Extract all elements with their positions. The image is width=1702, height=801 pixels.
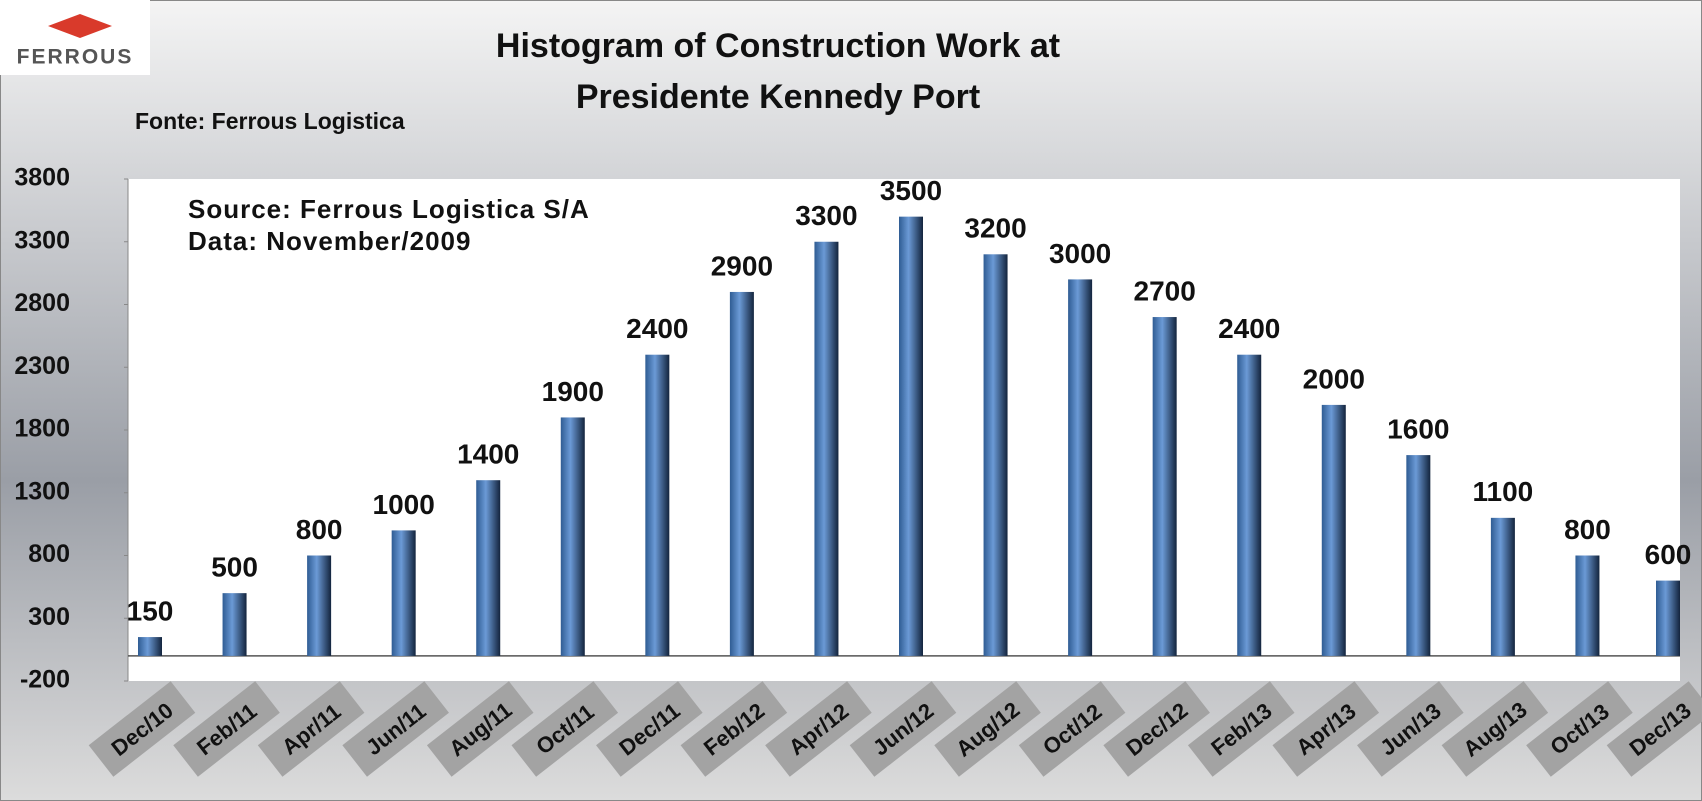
y-tick-label: 1300 — [14, 477, 70, 505]
data-label: 3200 — [964, 213, 1026, 244]
data-label: 500 — [211, 552, 258, 583]
bar — [1321, 404, 1346, 656]
data-label: 1400 — [457, 439, 519, 470]
x-tick: Feb/13 — [1187, 681, 1295, 777]
data-label: 150 — [127, 595, 174, 626]
bar — [645, 354, 670, 656]
y-tick-label: 800 — [28, 540, 70, 568]
chart-title: Histogram of Construction Work at — [496, 27, 1060, 65]
x-tick-box — [1103, 681, 1210, 777]
annotation: Source: Ferrous Logistica S/A — [188, 194, 590, 224]
bar — [1152, 317, 1177, 656]
x-tick-box — [88, 681, 196, 777]
y-tick-label: 3800 — [14, 164, 70, 192]
x-tick-box — [765, 681, 872, 777]
logo-box — [0, 0, 150, 75]
y-tick-label: -200 — [20, 666, 70, 694]
bar — [814, 241, 839, 656]
x-tick-box — [1272, 681, 1380, 777]
y-tick-label: 1800 — [14, 415, 70, 443]
bar — [729, 291, 754, 656]
x-tick-box — [1526, 681, 1633, 777]
bar — [1490, 517, 1515, 656]
x-tick-box — [596, 681, 703, 777]
subtitle: Fonte: Ferrous Logistica — [135, 108, 405, 134]
y-tick-label: 2800 — [14, 289, 70, 317]
data-label: 3300 — [795, 200, 857, 231]
data-label: 2700 — [1134, 275, 1196, 306]
bar — [222, 593, 247, 656]
x-tick-box — [257, 681, 365, 777]
x-tick-box — [511, 681, 619, 777]
data-label: 600 — [1645, 539, 1692, 570]
data-label: 1000 — [373, 489, 435, 520]
data-label: 1600 — [1387, 413, 1449, 444]
bar — [1068, 279, 1093, 656]
chart-title: Presidente Kennedy Port — [576, 78, 980, 116]
bar — [983, 254, 1008, 656]
data-label: 2900 — [711, 250, 773, 281]
x-tick-box — [342, 681, 449, 777]
bar — [1656, 580, 1680, 656]
data-label: 3000 — [1049, 238, 1111, 269]
data-label: 800 — [1564, 514, 1611, 545]
bar — [1406, 455, 1431, 656]
bar — [391, 530, 416, 656]
x-tick-box — [849, 681, 957, 777]
annotation: Data: November/2009 — [188, 226, 471, 256]
y-tick-label: 3300 — [14, 226, 70, 254]
data-label: 3500 — [880, 175, 942, 206]
y-tick-label: 300 — [28, 603, 70, 631]
bar — [476, 480, 501, 656]
logo-text: FERROUS — [17, 46, 134, 69]
bar — [560, 417, 585, 656]
x-tick-box — [1357, 681, 1464, 777]
bar — [307, 555, 332, 656]
data-label: 800 — [296, 514, 343, 545]
x-tick-box — [1187, 681, 1295, 777]
bar — [138, 637, 162, 656]
bar — [1575, 555, 1600, 656]
data-label: 2000 — [1303, 363, 1365, 394]
x-tick-box — [1441, 681, 1549, 777]
bar — [899, 216, 923, 656]
data-label: 1100 — [1473, 476, 1534, 507]
x-tick-box — [1606, 681, 1702, 777]
bar — [1237, 354, 1262, 656]
x-tick-box — [173, 681, 280, 777]
y-tick-label: 2300 — [14, 352, 70, 380]
data-label: 2400 — [1218, 313, 1280, 344]
x-tick-box — [680, 681, 788, 777]
data-label: 1900 — [542, 376, 604, 407]
data-label: 2400 — [626, 313, 688, 344]
x-tick-box — [934, 681, 1041, 777]
x-tick-box — [426, 681, 534, 777]
logo-diamond — [48, 14, 112, 38]
x-tick-box — [1018, 681, 1126, 777]
